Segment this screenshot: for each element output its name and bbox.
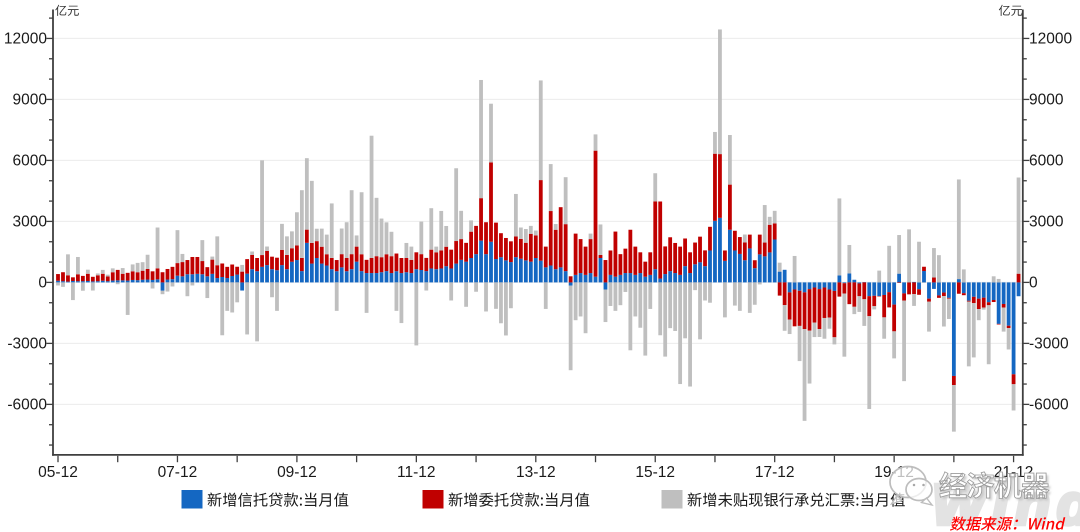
svg-text:0: 0	[1029, 275, 1038, 292]
svg-text:-6000: -6000	[7, 397, 47, 414]
svg-text:9000: 9000	[13, 92, 48, 109]
svg-text:6000: 6000	[13, 153, 48, 170]
svg-text:07-12: 07-12	[158, 464, 198, 481]
svg-text:6000: 6000	[1029, 153, 1064, 170]
svg-text:05-12: 05-12	[38, 464, 78, 481]
svg-text:15-12: 15-12	[635, 464, 675, 481]
svg-text:11-12: 11-12	[397, 464, 436, 481]
svg-text:17-12: 17-12	[755, 464, 795, 481]
svg-text:12000: 12000	[1029, 31, 1072, 48]
svg-text:9000: 9000	[1029, 92, 1064, 109]
svg-text:12000: 12000	[4, 31, 47, 48]
svg-text:3000: 3000	[1029, 214, 1064, 231]
svg-text:-3000: -3000	[1029, 336, 1069, 353]
svg-text:0: 0	[38, 275, 47, 292]
svg-text:3000: 3000	[13, 214, 48, 231]
svg-text:13-12: 13-12	[516, 464, 556, 481]
svg-text:-3000: -3000	[7, 336, 47, 353]
svg-text:-6000: -6000	[1029, 397, 1069, 414]
svg-text:09-12: 09-12	[277, 464, 317, 481]
